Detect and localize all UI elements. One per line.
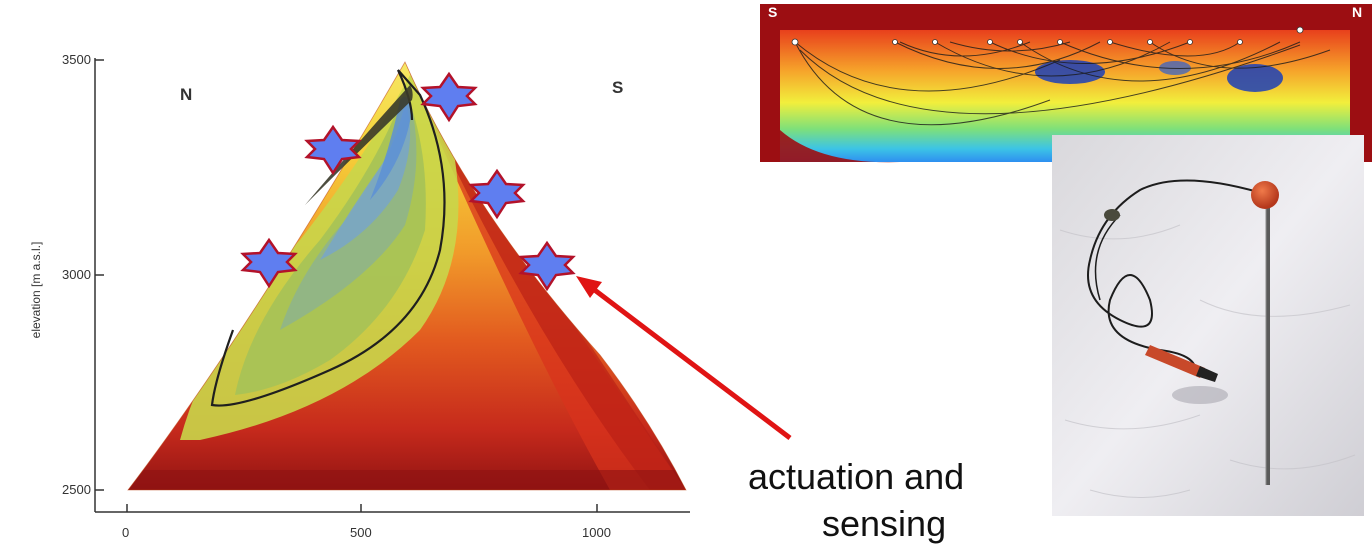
tomography-panel: S N [760,4,1372,163]
y-tick-label-3500: 3500 [62,52,91,67]
sensor-cable [1087,179,1259,376]
y-tick-label-3000: 3000 [62,267,91,282]
tomography-label-left: S [768,4,777,20]
x-tick-label-500: 500 [350,525,372,540]
blue-anomaly [1227,64,1283,92]
x-tick-label-0: 0 [122,525,129,540]
sensor-star-icon[interactable] [468,168,526,220]
callout: actuation and sensing [576,276,964,544]
mountain-outline [127,61,687,491]
x-tick-label-1000: 1000 [582,525,611,540]
temperature-field [128,62,686,490]
permafrost-contour [210,69,446,407]
sensor-photo [1052,135,1364,516]
raypaths [794,41,1331,126]
sensor-star-icon[interactable] [304,124,362,176]
blue-anomaly [1035,60,1105,84]
tomography-section [780,30,1350,162]
permafrost-contour-upper [305,85,413,205]
electrodes [791,26,1304,46]
probe-ball [1251,181,1279,209]
caption-line-2: sensing [822,503,946,544]
side-label-south: S [612,78,623,97]
y-tick-label-2500: 2500 [62,482,91,497]
y-axis-label: elevation [m a.s.l.] [29,242,43,339]
caption-line-1: actuation and [748,456,964,497]
sensor-star-icon[interactable] [240,237,298,289]
arrow-head-icon [576,276,602,298]
sensor-markers [240,71,576,292]
sensor-plug [1145,345,1205,378]
tomography-label-right: N [1352,4,1362,20]
sensor-star-icon[interactable] [518,240,576,292]
connector-disc [1104,209,1120,221]
snow-background [1052,135,1364,516]
sensor-star-icon[interactable] [420,71,478,123]
side-label-north: N [180,85,192,104]
callout-arrow [590,286,792,440]
